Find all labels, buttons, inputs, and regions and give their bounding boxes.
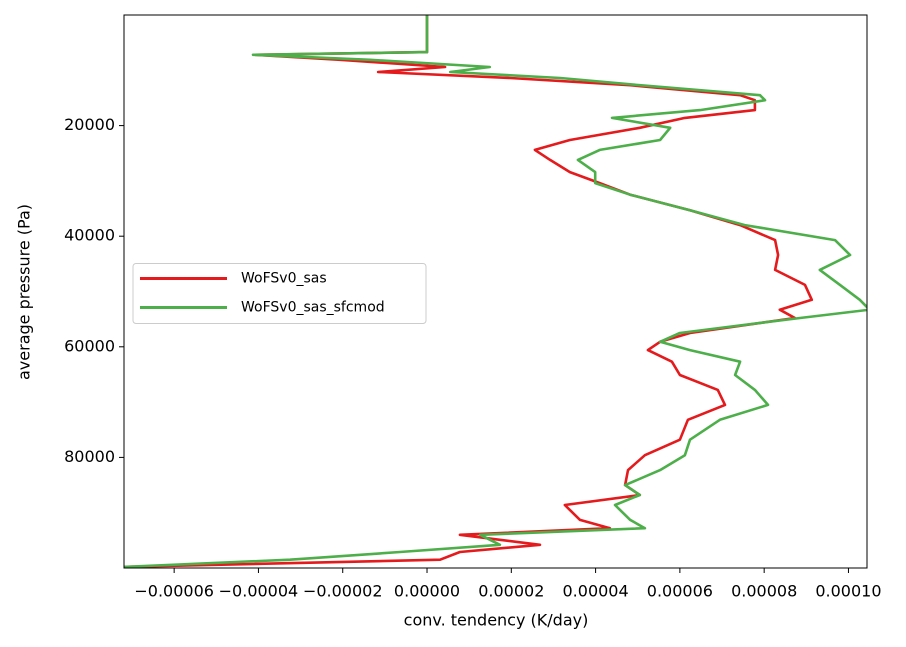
y-tick-label: 80000 <box>64 447 115 466</box>
x-tick-label: −0.00002 <box>303 582 383 601</box>
x-tick-label: 0.00004 <box>563 582 629 601</box>
x-tick-label: 0.00010 <box>815 582 881 601</box>
plot-area <box>124 15 867 568</box>
y-tick-label: 40000 <box>64 226 115 245</box>
series-line <box>124 15 867 568</box>
x-tick-label: −0.00006 <box>134 582 214 601</box>
x-tick-label: −0.00004 <box>219 582 299 601</box>
x-tick-label: 0.00006 <box>647 582 713 601</box>
legend-label: WoFSv0_sas <box>241 271 327 287</box>
legend-label: WoFSv0_sas_sfcmod <box>241 300 385 316</box>
x-tick-label: 0.00008 <box>731 582 797 601</box>
y-tick-label: 20000 <box>64 115 115 134</box>
x-axis-label: conv. tendency (K/day) <box>404 611 589 630</box>
axes-frame <box>123 14 868 569</box>
y-tick-label: 60000 <box>64 336 115 355</box>
x-tick-label: 0.00000 <box>394 582 460 601</box>
x-tick-label: 0.00002 <box>478 582 544 601</box>
y-axis-label: average pressure (Pa) <box>15 204 34 380</box>
